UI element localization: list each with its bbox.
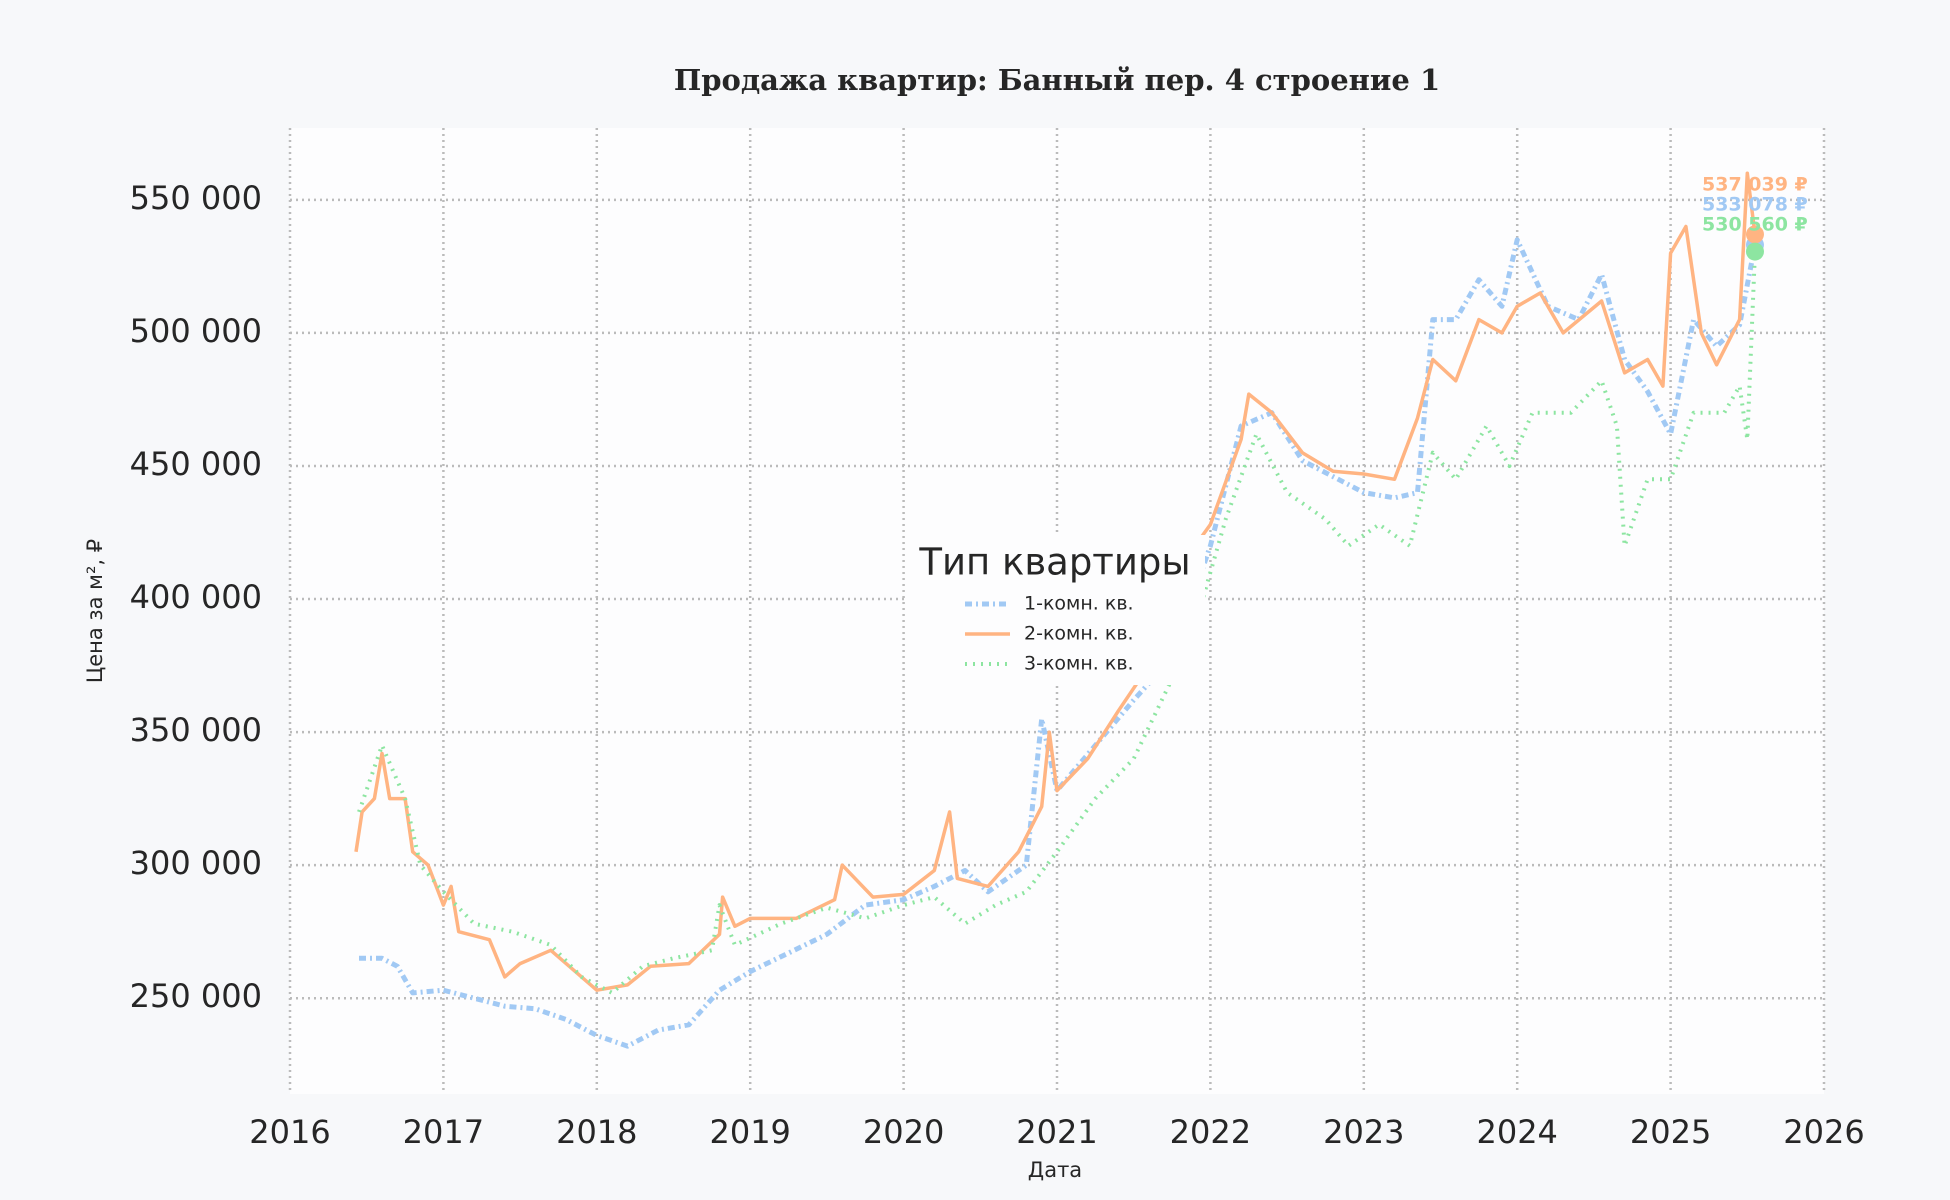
end-label: 530 560 ₽ — [1702, 214, 1808, 236]
legend-title: Тип квартиры — [918, 541, 1190, 584]
end-point — [1745, 225, 1764, 244]
x-tick-label: 2018 — [556, 1113, 637, 1151]
legend-label: 1-комн. кв. — [1024, 593, 1134, 615]
y-tick-label: 550 000 — [130, 179, 262, 217]
x-tick-label: 2020 — [863, 1113, 944, 1151]
y-tick-label: 400 000 — [130, 578, 262, 616]
end-label: 537 039 ₽ — [1702, 174, 1808, 196]
legend-label: 3-комн. кв. — [1024, 653, 1134, 675]
y-tick-label: 450 000 — [130, 445, 262, 483]
x-tick-label: 2019 — [709, 1113, 790, 1151]
x-tick-label: 2022 — [1170, 1113, 1251, 1151]
legend-label: 2-комн. кв. — [1024, 623, 1134, 645]
end-point — [1745, 242, 1764, 261]
y-axis-label: Цена за м², ₽ — [83, 539, 107, 683]
x-tick-label: 2017 — [403, 1113, 484, 1151]
legend-box — [905, 535, 1205, 685]
series-line — [354, 171, 1757, 992]
y-tick-label: 500 000 — [130, 312, 262, 350]
x-tick-label: 2021 — [1016, 1113, 1097, 1151]
y-tick-label: 350 000 — [130, 711, 262, 749]
end-label: 533 078 ₽ — [1702, 194, 1808, 216]
x-tick-label: 2025 — [1630, 1113, 1711, 1151]
y-tick-label: 250 000 — [130, 977, 262, 1015]
y-tick-label: 300 000 — [130, 844, 262, 882]
x-tick-label: 2026 — [1783, 1113, 1864, 1151]
x-tick-label: 2023 — [1323, 1113, 1404, 1151]
x-tick-label: 2016 — [249, 1113, 330, 1151]
chart-title: Продажа квартир: Банный пер. 4 строение … — [674, 63, 1440, 97]
x-tick-label: 2024 — [1476, 1113, 1557, 1151]
x-axis-label: Дата — [1028, 1158, 1082, 1182]
